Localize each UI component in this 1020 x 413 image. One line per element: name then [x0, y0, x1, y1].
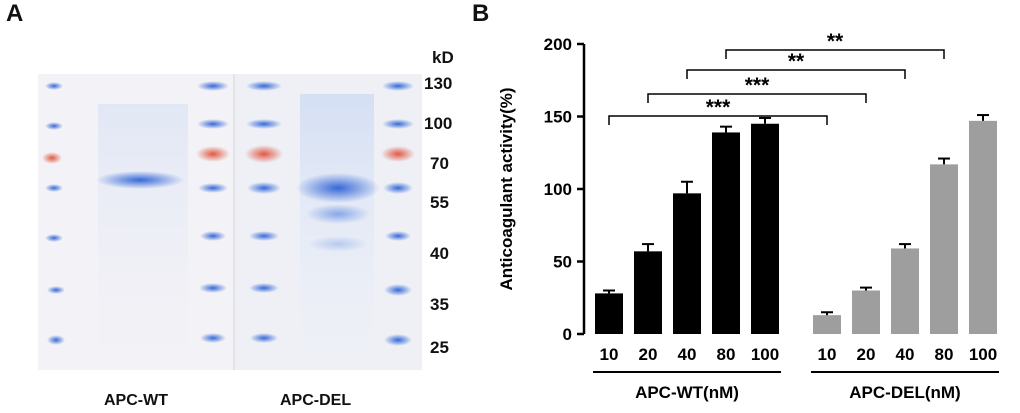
group-label-wt: APC-WT(nM)	[635, 383, 739, 402]
y-tick-label-0: 0	[563, 325, 572, 344]
marker-25: 25	[430, 338, 449, 357]
lane-label-apc-del: APC-DEL	[280, 392, 352, 409]
ladder-left-edge	[42, 82, 65, 345]
x-tick-label-wt-10: 10	[600, 345, 619, 364]
bar-wt-10	[595, 293, 623, 334]
x-tick-label-wt-20: 20	[639, 345, 658, 364]
x-tick-label-del-20: 20	[857, 345, 876, 364]
marker-40: 40	[430, 244, 449, 263]
significance-bracket-3	[686, 69, 906, 79]
bar-wt-20	[634, 251, 662, 334]
significance-label-2: ***	[745, 74, 770, 97]
significance-bracket-1	[608, 115, 828, 125]
group-label-del: APC-DEL(nM)	[849, 383, 960, 402]
y-tick-label-200: 200	[544, 35, 572, 54]
significance-bracket-2	[647, 93, 867, 103]
x-tick-label-del-100: 100	[969, 345, 997, 364]
panel-a-letter: A	[6, 0, 24, 27]
significance-label-4: **	[827, 30, 844, 53]
significance-label-3: **	[788, 50, 805, 73]
x-tick-label-del-10: 10	[818, 345, 837, 364]
significance-label-1: ***	[706, 96, 731, 119]
y-tick-label-50: 50	[553, 253, 572, 272]
apc-wt-band	[96, 171, 184, 189]
x-tick-label-wt-80: 80	[717, 345, 736, 364]
x-tick-label-del-40: 40	[896, 345, 915, 364]
marker-55: 55	[430, 193, 449, 212]
marker-70: 70	[430, 154, 449, 173]
bar-del-80	[930, 164, 958, 334]
x-tick-label-del-80: 80	[935, 345, 954, 364]
bar-del-10	[813, 315, 841, 334]
marker-130: 130	[424, 74, 453, 93]
y-tick-label-150: 150	[544, 108, 572, 127]
x-tick-label-wt-100: 100	[751, 345, 779, 364]
significance-bracket-4	[725, 49, 945, 59]
y-tick-label-100: 100	[544, 180, 572, 199]
sds-page-gel-image	[38, 74, 422, 370]
panel-b-letter: B	[472, 0, 490, 27]
apc-del-band	[296, 173, 380, 203]
marker-35: 35	[430, 295, 449, 314]
bar-del-20	[852, 290, 880, 334]
y-axis-label: Anticoagulant activity(%)	[497, 87, 516, 290]
bar-wt-100	[751, 123, 779, 334]
ladder-lane-2	[245, 81, 283, 343]
bar-wt-40	[673, 193, 701, 334]
x-tick-label-wt-40: 40	[678, 345, 697, 364]
marker-100: 100	[424, 114, 453, 133]
kd-unit-label: kD	[432, 48, 454, 67]
ladder-lane-3	[381, 81, 415, 346]
bar-wt-80	[712, 132, 740, 334]
ladder-lane-1	[196, 81, 230, 343]
anticoagulant-activity-chart: 0 50 100 150 200 Anticoagulant activity(%) 10 2…	[497, 30, 999, 402]
lane-label-apc-wt: APC-WT	[104, 392, 168, 409]
bar-del-100	[969, 120, 997, 334]
bar-del-40	[891, 248, 919, 334]
